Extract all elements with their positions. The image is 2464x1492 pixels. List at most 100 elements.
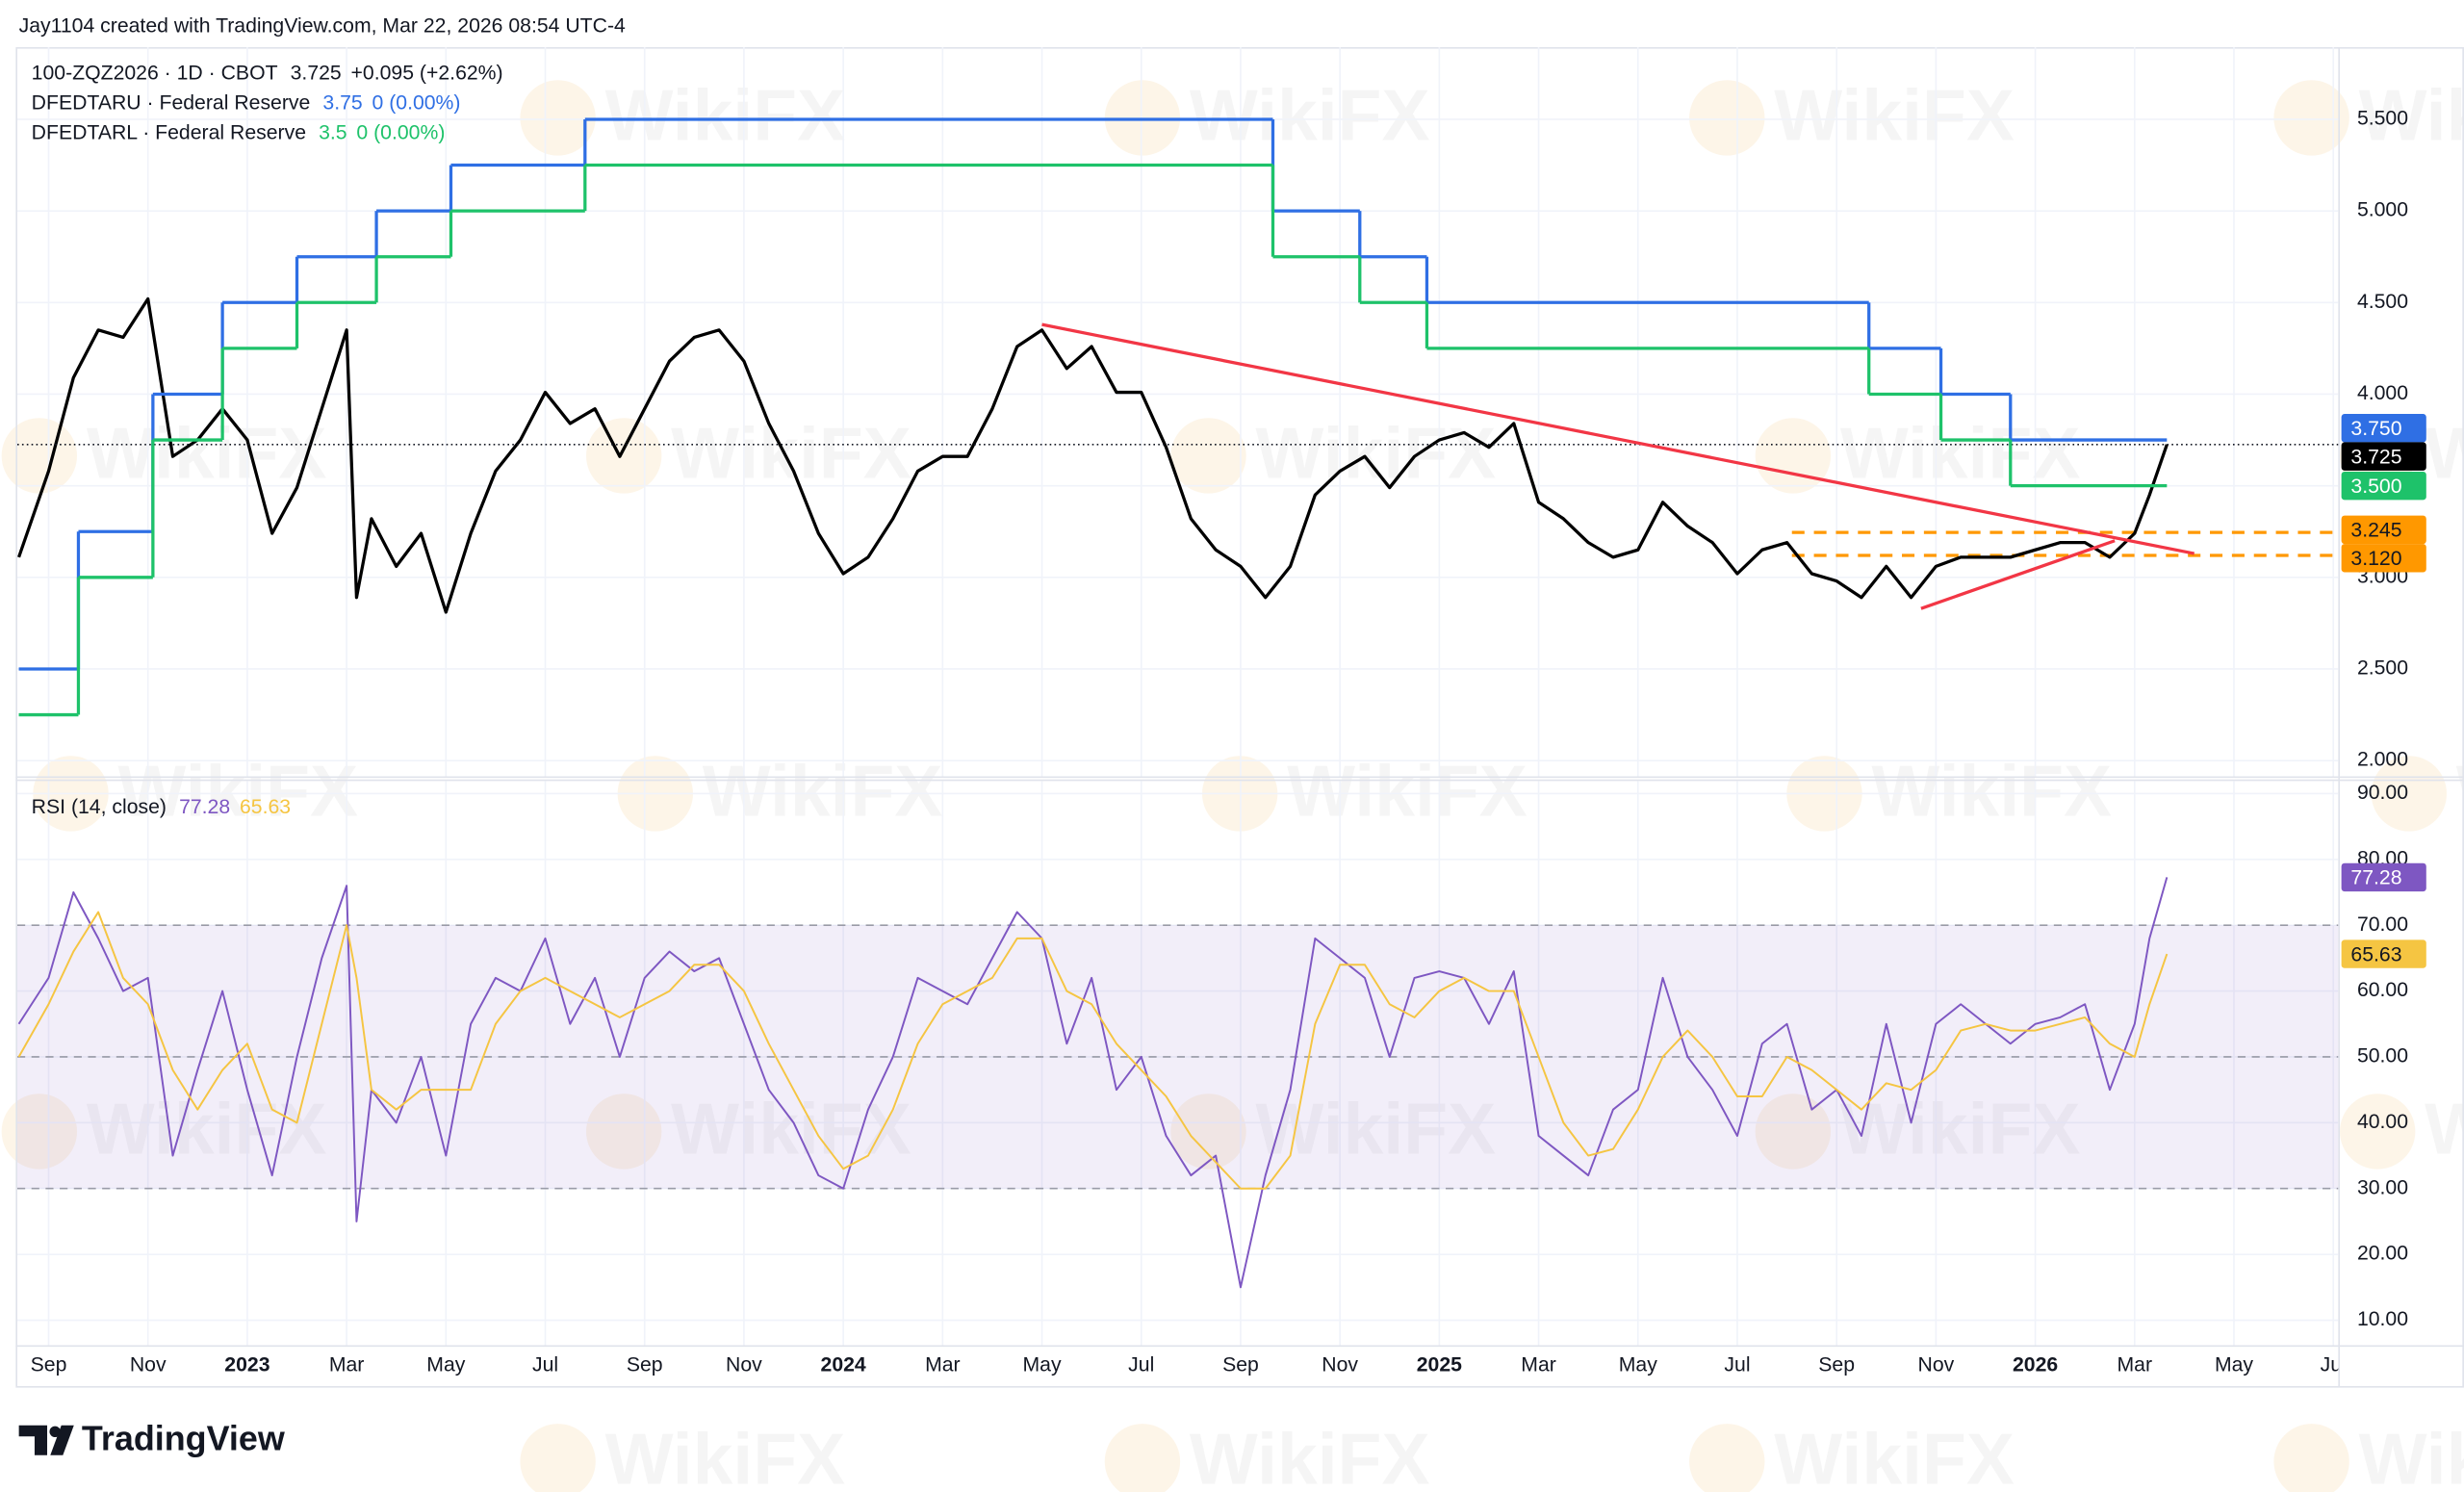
watermark-icon (1755, 1093, 1832, 1170)
watermark-text: WikiFX (87, 413, 327, 494)
y-tick-label: 4.500 (2357, 291, 2408, 313)
axis-value-label-bg (2341, 471, 2426, 501)
series-line (17, 911, 2169, 1190)
x-tick-label: Jul (532, 1353, 558, 1376)
watermark-text: WikiFX (2359, 75, 2464, 156)
y-tick-label: 30.00 (2357, 1176, 2408, 1198)
watermark-text: WikiFX (1190, 1418, 1430, 1492)
axis-value-label-bg (2341, 442, 2426, 471)
axis-value-label-bg (2341, 939, 2426, 968)
x-tick-label: 2026 (2013, 1353, 2058, 1376)
axis-value-label: 3.750 (2350, 418, 2401, 440)
watermark-text: WikiFX (605, 75, 846, 156)
watermark-icon (520, 1424, 596, 1492)
x-tick-label: Jul (1128, 1353, 1154, 1376)
series-line (17, 877, 2169, 1289)
x-tick-label: Sep (627, 1353, 663, 1376)
axis-value-label: 65.63 (2350, 943, 2401, 965)
watermark-text: WikiFX (1255, 413, 1496, 494)
x-tick-label: Mar (1521, 1353, 1556, 1376)
watermark-text: WikiFX (671, 413, 911, 494)
legend-value: 3.725 (291, 62, 342, 84)
x-tick-label: Nov (1322, 1353, 1358, 1376)
y-tick-label: 90.00 (2357, 782, 2408, 804)
logo-mark (50, 1425, 74, 1455)
y-tick-label: 70.00 (2357, 913, 2408, 936)
x-tick-label: Mar (925, 1353, 961, 1376)
y-tick-label: 10.00 (2357, 1308, 2408, 1330)
legend-value: 3.75 (322, 91, 362, 114)
axis-value-label: 77.28 (2350, 867, 2401, 889)
logo-text: TradingView (82, 1419, 285, 1458)
plot-area (16, 46, 2339, 777)
y-tick-label: 60.00 (2357, 979, 2408, 1001)
x-tick-label: 2023 (224, 1353, 270, 1376)
watermark-text: WikiFX (1774, 75, 2015, 156)
trendline (1920, 539, 2116, 610)
watermark-text: WikiFX (1287, 751, 1527, 832)
x-tick-label: 2025 (1417, 1353, 1462, 1376)
watermark-text: WikiFX (1840, 1089, 2081, 1170)
axis-value-label-bg (2341, 414, 2426, 443)
x-tick-label: May (2215, 1353, 2253, 1376)
watermark-icon (1104, 1424, 1181, 1492)
watermark-text: WikiFX (2456, 751, 2464, 832)
watermark-icon (2273, 1424, 2349, 1492)
watermark-icon (2339, 1093, 2416, 1170)
watermark-icon (1755, 418, 1832, 494)
series-line (17, 296, 2169, 614)
watermark-text: WikiFX (1840, 413, 2081, 494)
watermark-icon (1689, 80, 1765, 156)
axis-value-label-bg (2341, 544, 2426, 573)
legend-value: 77.28 (179, 796, 230, 818)
legend-name: DFEDTARU · Federal Reserve (32, 91, 311, 114)
x-tick-label: Sep (31, 1353, 67, 1376)
x-tick-label: Mar (329, 1353, 365, 1376)
legend-value: 0 (0.00%) (356, 121, 445, 143)
legend-value: +0.095 (+2.62%) (351, 62, 503, 84)
x-tick-label: Nov (130, 1353, 167, 1376)
watermark-text: WikiFX (605, 1418, 846, 1492)
axis-value-label-bg (2341, 515, 2426, 545)
x-tick-label: May (1022, 1353, 1061, 1376)
legend-name: 100-ZQZ2026 · 1D · CBOT (32, 62, 278, 84)
watermark-icon (2273, 80, 2349, 156)
axis-value-label-bg (2341, 862, 2426, 892)
x-tick-label: Nov (1918, 1353, 1955, 1376)
x-tick-label: May (426, 1353, 465, 1376)
legend-value: 3.5 (319, 121, 347, 143)
legend-value: 65.63 (240, 796, 291, 818)
watermark-icon (520, 80, 596, 156)
watermark-icon (1170, 418, 1246, 494)
axis-value-label: 3.120 (2350, 548, 2401, 570)
watermark-icon (585, 418, 662, 494)
watermark-icon (1, 418, 78, 494)
frame (15, 46, 2464, 1388)
x-tick-label: May (1619, 1353, 1657, 1376)
footer-logo: TradingView (18, 1419, 285, 1458)
y-tick-label: 5.000 (2357, 199, 2408, 221)
credit: Jay1104 created with TradingView.com, Ma… (19, 14, 626, 37)
time-axis: Sep Nov 2023 Mar May Jul Sep Nov 2024 Mar May Jul Se… (31, 1353, 2339, 1376)
watermark-icon (2371, 756, 2448, 832)
y-tick-label: 50.00 (2357, 1045, 2408, 1068)
logo-mark (18, 1425, 48, 1455)
x-tick-label: 2024 (821, 1353, 866, 1376)
watermark-text: WikiFX (703, 751, 943, 832)
watermark-icon (1, 1093, 78, 1170)
watermark-text: WikiFX (2359, 1418, 2464, 1492)
x-tick-label: Jul (1724, 1353, 1750, 1376)
x-tick-label: Mar (2118, 1353, 2153, 1376)
watermark-text: WikiFX (1871, 751, 2112, 832)
legend-name: DFEDTARL · Federal Reserve (32, 121, 306, 143)
y-tick-label: 20.00 (2357, 1243, 2408, 1265)
y-tick-label: 2.000 (2357, 749, 2408, 771)
x-tick-label: Nov (726, 1353, 762, 1376)
watermark-text: WikiFX (1190, 75, 1430, 156)
legend-value: 0 (0.00%) (372, 91, 461, 114)
watermark-icon (1170, 1093, 1246, 1170)
watermark-text: WikiFX (2425, 413, 2464, 494)
trendline (1041, 322, 2195, 555)
